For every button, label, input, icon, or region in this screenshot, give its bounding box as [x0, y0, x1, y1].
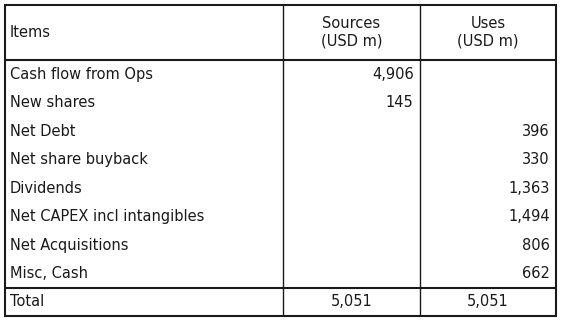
- Text: Net Acquisitions: Net Acquisitions: [10, 238, 128, 253]
- Text: Net CAPEX incl intangibles: Net CAPEX incl intangibles: [10, 209, 204, 224]
- Text: 1,494: 1,494: [508, 209, 550, 224]
- Text: Sources
(USD m): Sources (USD m): [321, 16, 382, 49]
- Text: 662: 662: [522, 266, 550, 281]
- Text: Uses
(USD m): Uses (USD m): [457, 16, 518, 49]
- Text: Misc, Cash: Misc, Cash: [10, 266, 88, 281]
- Text: Net Debt: Net Debt: [10, 124, 76, 139]
- Text: 396: 396: [522, 124, 550, 139]
- Text: 806: 806: [522, 238, 550, 253]
- Text: Total: Total: [10, 294, 44, 309]
- Text: Net share buyback: Net share buyback: [10, 152, 148, 167]
- Text: 330: 330: [522, 152, 550, 167]
- Text: 145: 145: [386, 95, 413, 110]
- Text: Items: Items: [10, 25, 51, 40]
- Text: 5,051: 5,051: [467, 294, 509, 309]
- Text: Dividends: Dividends: [10, 181, 83, 196]
- Text: Cash flow from Ops: Cash flow from Ops: [10, 67, 153, 82]
- Text: 5,051: 5,051: [330, 294, 373, 309]
- Text: New shares: New shares: [10, 95, 95, 110]
- Text: 4,906: 4,906: [372, 67, 413, 82]
- Text: 1,363: 1,363: [509, 181, 550, 196]
